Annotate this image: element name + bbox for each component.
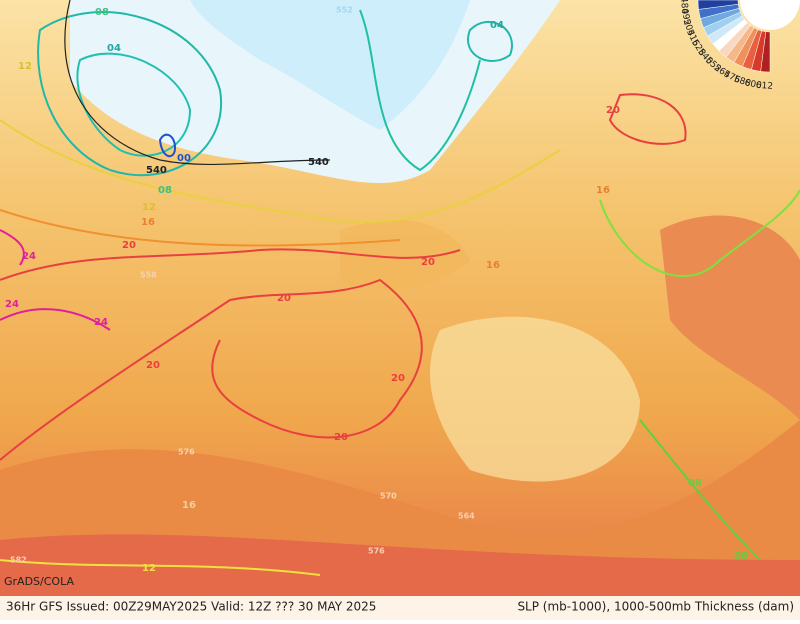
scale-label: 480	[678, 0, 689, 15]
contour-label: 24	[94, 317, 108, 328]
contour-label: 08	[688, 478, 702, 489]
contour-label: 540	[308, 157, 329, 168]
map-field	[0, 0, 800, 596]
contour-label: 570	[380, 492, 397, 501]
contour-label: 16	[596, 185, 610, 196]
contour-label: 04	[107, 43, 121, 54]
contour-label: 12	[142, 563, 156, 574]
contour-label: 24	[5, 299, 19, 310]
scale-center	[740, 0, 800, 30]
isobars	[0, 0, 800, 576]
contour-label: 552	[336, 6, 353, 15]
contour-label: 20	[421, 257, 435, 268]
contour-label: 576	[178, 448, 195, 457]
contour-label: 558	[140, 271, 157, 280]
contour-label: 12	[142, 202, 156, 213]
contour-label: 20	[146, 360, 160, 371]
contour-label: 00	[177, 153, 191, 164]
contour-label: 08	[158, 185, 172, 196]
contour-label: 16	[141, 217, 155, 228]
scale-segment	[697, 0, 739, 10]
contour-label: 20	[606, 105, 620, 116]
contour-label: 20	[122, 240, 136, 251]
contour-label: 576	[368, 547, 385, 556]
footer-right: SLP (mb-1000), 1000-500mb Thickness (dam…	[517, 600, 794, 614]
contour-label: 16	[182, 500, 196, 511]
contour-labels: 08 04 04 00 540 540 08 12 16 12 20 24 24…	[5, 6, 748, 575]
contour-label: 20	[277, 293, 291, 304]
contour-label: 08	[734, 551, 748, 562]
contour-label: 24	[22, 251, 36, 262]
contour-label: 12	[18, 61, 32, 72]
contour-label: 16	[486, 260, 500, 271]
scale-label: 612	[755, 81, 773, 92]
scale-label: 492	[679, 7, 692, 26]
contour-label: 20	[334, 432, 348, 443]
contour-label: 04	[490, 20, 504, 31]
footer-bar	[0, 596, 800, 620]
contour-label: 582	[10, 556, 27, 565]
footer-left: 36Hr GFS Issued: 00Z29MAY2025 Valid: 12Z…	[6, 600, 376, 614]
contour-label: 20	[391, 373, 405, 384]
contour-label: 564	[458, 512, 475, 521]
contour-label: 08	[95, 7, 109, 18]
scale-label: 600	[744, 78, 763, 91]
contour-label: 540	[146, 165, 167, 176]
credit: GrADS/COLA	[4, 575, 74, 588]
